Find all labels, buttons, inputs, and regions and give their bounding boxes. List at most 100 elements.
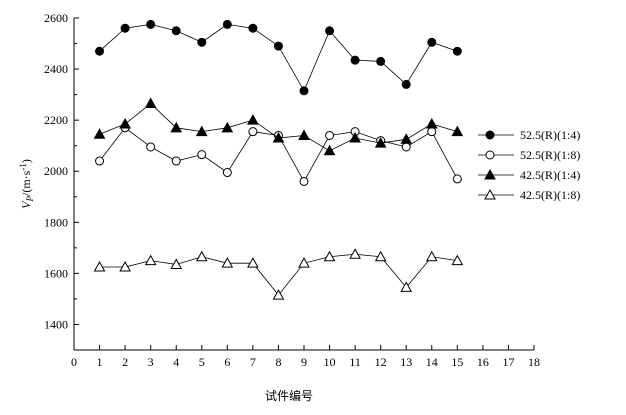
data-point [401, 79, 411, 89]
y-tick-label: 1600 [44, 266, 68, 280]
y-axis-title-subscript: P [25, 196, 35, 203]
data-point [195, 125, 208, 137]
legend-marker [485, 150, 495, 160]
data-point [247, 114, 259, 125]
data-point [248, 127, 258, 137]
data-point [197, 37, 207, 47]
x-tick-label: 0 [71, 355, 77, 369]
series-1 [95, 19, 462, 96]
axes: 0 1 2 3 4 5 6 7 8 9 10 11 12 13 14 15 16 17 18140016001800… [44, 11, 540, 369]
x-tick-label: 3 [148, 355, 154, 369]
data-point [349, 248, 361, 259]
y-tick-label: 2600 [44, 11, 68, 25]
legend-marker [484, 188, 496, 200]
legend-label: 42.5(R)(1:4) [520, 168, 580, 182]
data-point [425, 250, 438, 262]
data-point [146, 19, 156, 29]
data-point [197, 150, 207, 160]
data-point [374, 137, 387, 148]
data-point [299, 176, 309, 186]
x-tick-label: 4 [173, 355, 179, 369]
data-point [401, 142, 411, 152]
data-point [374, 250, 387, 262]
series-layer [93, 19, 464, 300]
data-point [144, 97, 157, 109]
data-point [400, 133, 413, 144]
x-tick-label: 8 [275, 355, 281, 369]
x-tick-label: 18 [528, 355, 540, 369]
y-axis-title: VP/(m·s-1) [18, 159, 35, 209]
x-tick-label: 11 [349, 355, 361, 369]
data-point [222, 168, 232, 178]
x-tick-label: 17 [502, 355, 514, 369]
x-tick-label: 15 [451, 355, 463, 369]
data-point [171, 156, 181, 166]
data-point [400, 281, 413, 292]
data-point [272, 132, 285, 143]
data-point [451, 254, 464, 266]
legend-item: 42.5(R)(1:4) [478, 168, 580, 182]
x-tick-label: 1 [97, 355, 103, 369]
data-point [323, 250, 336, 262]
x-axis-title: 试件编号 [265, 388, 313, 403]
legend-label: 52.5(R)(1:8) [520, 148, 580, 162]
y-axis-title-close: ) [19, 159, 33, 163]
series-3 [93, 97, 464, 156]
data-point [119, 117, 131, 129]
data-point [427, 37, 437, 47]
data-point [93, 128, 106, 139]
data-point [272, 289, 285, 300]
y-axis-title-exponent: -1 [18, 163, 28, 171]
data-point [323, 144, 336, 156]
x-tick-label: 10 [324, 355, 336, 369]
x-tick-label: 14 [426, 355, 438, 369]
series-4 [93, 248, 464, 300]
y-axis-title-symbol: V [19, 200, 33, 209]
x-tick-label: 13 [400, 355, 412, 369]
y-axis-title-unit: /(m·s [19, 170, 33, 196]
legend-item: 52.5(R)(1:4) [478, 128, 580, 142]
legend-marker [485, 130, 495, 140]
data-point [298, 257, 310, 268]
legend-label: 52.5(R)(1:4) [520, 128, 580, 142]
data-point [349, 132, 361, 143]
data-point [222, 19, 232, 29]
data-point [248, 23, 258, 33]
x-tick-label: 9 [301, 355, 307, 369]
data-point [95, 46, 105, 56]
legend: 52.5(R)(1:4) 52.5(R)(1:8) 42.5(R)(1:4) 42.5… [478, 128, 580, 202]
x-tick-label: 7 [250, 355, 256, 369]
data-point [452, 46, 462, 56]
x-tick-label: 2 [122, 355, 128, 369]
data-point [325, 26, 335, 36]
legend-item: 52.5(R)(1:8) [478, 148, 580, 162]
legend-marker [484, 168, 496, 180]
data-point [144, 254, 157, 266]
y-tick-label: 2000 [44, 164, 68, 178]
data-point [146, 142, 156, 152]
legend-item: 42.5(R)(1:8) [478, 188, 580, 202]
data-point [299, 86, 309, 96]
x-tick-label: 6 [224, 355, 230, 369]
y-tick-label: 2400 [44, 62, 68, 76]
data-point [221, 121, 234, 133]
y-tick-label: 1400 [44, 317, 68, 331]
data-point [451, 125, 464, 137]
data-point [273, 41, 283, 51]
data-point [298, 129, 310, 140]
data-point [452, 174, 462, 184]
data-point [221, 257, 234, 268]
data-point [427, 127, 437, 137]
data-point [95, 156, 105, 166]
y-tick-label: 2200 [44, 113, 68, 127]
data-point [425, 117, 438, 129]
legend-label: 42.5(R)(1:8) [520, 188, 580, 202]
data-point [350, 55, 360, 65]
x-tick-label: 5 [199, 355, 205, 369]
data-point [171, 26, 181, 36]
x-tick-label: 12 [375, 355, 387, 369]
data-point [170, 121, 183, 133]
data-point [376, 56, 386, 66]
